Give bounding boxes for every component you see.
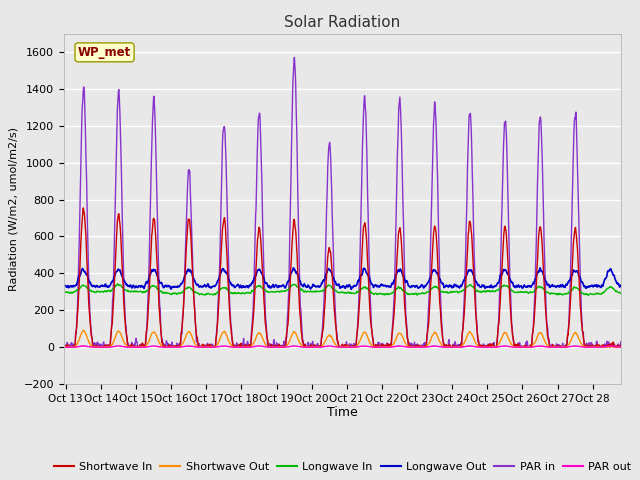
X-axis label: Time: Time: [327, 407, 358, 420]
Legend: Shortwave In, Shortwave Out, Longwave In, Longwave Out, PAR in, PAR out: Shortwave In, Shortwave Out, Longwave In…: [49, 457, 636, 477]
Y-axis label: Radiation (W/m2, umol/m2/s): Radiation (W/m2, umol/m2/s): [8, 127, 18, 291]
Text: WP_met: WP_met: [78, 46, 131, 59]
Title: Solar Radiation: Solar Radiation: [284, 15, 401, 30]
